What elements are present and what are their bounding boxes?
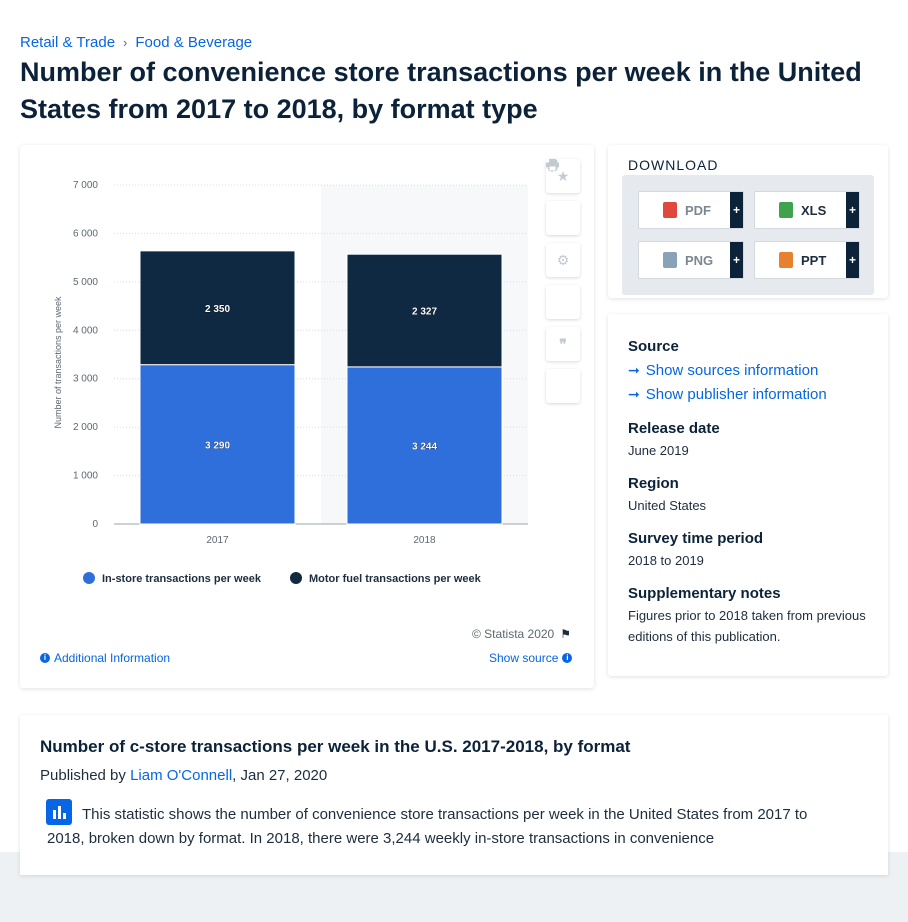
legend-marker <box>83 572 95 584</box>
author-link[interactable]: Liam O'Connell <box>130 767 233 784</box>
breadcrumb: Retail & Trade › Food & Beverage <box>20 34 252 51</box>
description-card: Number of c-store transactions per week … <box>20 715 888 875</box>
published-by-line: Published by Liam O'Connell, Jan 27, 202… <box>40 767 327 784</box>
data-label: 3 290 <box>205 440 230 451</box>
page-title: Number of convenience store transactions… <box>20 57 862 124</box>
publish-date: , Jan 27, 2020 <box>232 767 328 784</box>
breadcrumb-item-food-beverage[interactable]: Food & Beverage <box>135 34 253 51</box>
data-label: 2 327 <box>412 307 437 318</box>
region-value: United States <box>628 498 707 513</box>
bar-segment <box>346 253 503 368</box>
source-heading: Source <box>628 338 679 355</box>
quote-icon[interactable]: ❞ <box>546 327 580 361</box>
release-date-heading: Release date <box>628 420 720 437</box>
plus-icon[interactable]: + <box>846 242 859 278</box>
additional-information-link[interactable]: i Additional Information <box>40 651 170 665</box>
chart-copyright: © Statista 2020 ⚑ <box>472 627 571 641</box>
statistic-icon <box>46 799 72 825</box>
png-file-icon <box>663 252 677 268</box>
x-tick-label: 2017 <box>206 535 229 546</box>
bar-segment <box>139 250 296 366</box>
show-publisher-link[interactable]: ➞ Show publisher information <box>628 386 827 403</box>
description-text: This statistic shows the number of conve… <box>47 806 808 847</box>
download-png-label: PNG <box>685 252 714 268</box>
download-card: DOWNLOAD PDF + XLS + PNG + PPT + <box>608 145 888 298</box>
y-tick-label: 0 <box>92 519 98 530</box>
info-icon: i <box>562 653 573 663</box>
release-date-value: June 2019 <box>628 443 689 458</box>
show-source-link[interactable]: Show source i <box>489 651 573 665</box>
share-icon[interactable] <box>546 159 580 319</box>
arrow-right-icon: ➞ <box>628 386 640 402</box>
y-tick-label: 3 000 <box>73 374 98 385</box>
data-label: 3 244 <box>412 441 437 452</box>
y-tick-label: 4 000 <box>73 325 98 336</box>
info-icon: i <box>40 653 50 663</box>
description-title: Number of c-store transactions per week … <box>40 737 631 756</box>
chart-card: 0 1 000 2 000 3 000 4 000 5 000 6 000 7 000 Numb… <box>20 145 594 688</box>
chart-toolbar: ★ ⚙ ❞ <box>546 159 580 403</box>
breadcrumb-separator-icon: › <box>123 35 128 50</box>
y-tick-label: 1 000 <box>73 471 98 482</box>
y-tick-label: 2 000 <box>73 422 98 433</box>
download-panel: PDF + XLS + PNG + PPT + <box>622 175 874 295</box>
print-icon[interactable] <box>546 159 580 403</box>
breadcrumb-item-retail-trade[interactable]: Retail & Trade <box>20 34 116 51</box>
survey-period-value: 2018 to 2019 <box>628 553 704 568</box>
survey-period-heading: Survey time period <box>628 530 764 547</box>
supplementary-notes-value: Figures prior to 2018 taken from previou… <box>628 608 866 644</box>
download-png-button[interactable]: PNG + <box>638 241 744 279</box>
flag-icon[interactable]: ⚑ <box>560 627 571 641</box>
metadata-card: Source ➞ Show sources information ➞ Show… <box>608 314 888 676</box>
plus-icon[interactable]: + <box>730 242 743 278</box>
show-sources-link[interactable]: ➞ Show sources information <box>628 362 818 379</box>
download-xls-button[interactable]: XLS + <box>754 191 860 229</box>
show-publisher-label: Show publisher information <box>645 386 827 403</box>
stacked-bar-chart: 0 1 000 2 000 3 000 4 000 5 000 6 000 7 000 Numb… <box>53 180 528 585</box>
show-source-label: Show source <box>489 651 559 665</box>
legend-label: Motor fuel transactions per week <box>309 573 482 585</box>
legend-marker <box>290 572 302 584</box>
gear-icon[interactable]: ⚙ <box>546 243 580 277</box>
x-tick-label: 2018 <box>413 535 436 546</box>
y-tick-label: 5 000 <box>73 277 98 288</box>
copyright-text: © Statista 2020 <box>472 627 555 641</box>
pdf-file-icon <box>663 202 677 218</box>
data-label: 2 350 <box>205 304 230 315</box>
ppt-file-icon <box>779 252 793 268</box>
bell-icon[interactable] <box>546 160 580 235</box>
region-heading: Region <box>628 475 679 492</box>
plus-icon[interactable]: + <box>730 192 743 228</box>
plus-icon[interactable]: + <box>846 192 859 228</box>
legend-label: In-store transactions per week <box>102 573 262 585</box>
download-pdf-label: PDF <box>685 202 711 218</box>
download-ppt-label: PPT <box>801 252 827 268</box>
download-ppt-button[interactable]: PPT + <box>754 241 860 279</box>
y-axis-label: Number of transactions per week <box>53 296 63 429</box>
y-tick-label: 6 000 <box>73 228 98 239</box>
download-xls-label: XLS <box>801 202 827 218</box>
supplementary-notes-heading: Supplementary notes <box>628 585 781 602</box>
published-by-label: Published by <box>40 767 126 784</box>
y-tick-label: 7 000 <box>73 180 98 191</box>
additional-information-label: Additional Information <box>54 651 171 665</box>
show-sources-label: Show sources information <box>645 362 819 379</box>
xls-file-icon <box>779 202 793 218</box>
download-title: DOWNLOAD <box>628 157 719 173</box>
arrow-right-icon: ➞ <box>628 362 640 378</box>
download-pdf-button[interactable]: PDF + <box>638 191 744 229</box>
